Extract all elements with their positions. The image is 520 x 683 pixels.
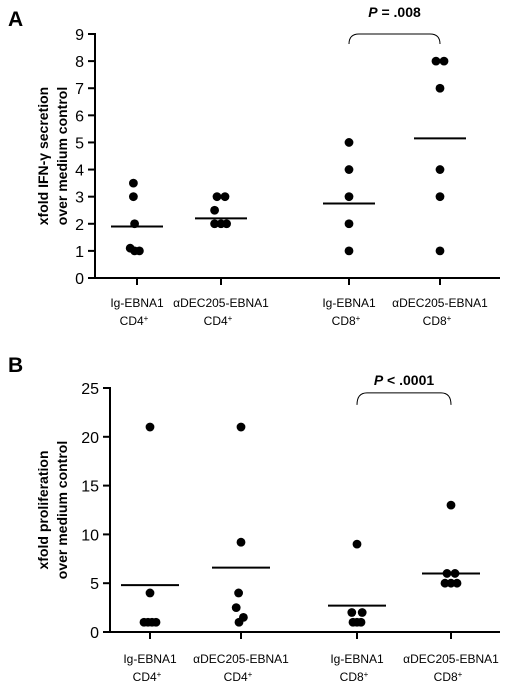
data-point	[435, 165, 445, 174]
x-tick-label: CD8+	[423, 314, 452, 328]
data-point	[234, 588, 244, 598]
data-point	[236, 537, 246, 547]
data-point	[357, 608, 367, 617]
y-tick-label: 1	[75, 244, 84, 261]
data-point	[151, 617, 161, 627]
y-axis-label: over medium control	[54, 87, 70, 225]
x-tick-label: CD4+	[224, 670, 253, 683]
data-point	[344, 246, 354, 256]
x-tick-label: Ig-EBNA1	[123, 652, 177, 666]
x-tick-label-superscript: +	[228, 314, 233, 323]
data-point	[145, 422, 155, 432]
y-tick-label: 0	[90, 625, 99, 642]
data-point	[344, 165, 354, 174]
data-point	[231, 603, 241, 612]
data-point	[129, 178, 138, 188]
data-point	[431, 56, 441, 66]
data-point	[352, 539, 362, 549]
x-tick-label-superscript: +	[157, 670, 162, 679]
significance-bracket	[348, 33, 441, 45]
p-value-text: = .008	[378, 4, 421, 20]
y-tick-label: 15	[81, 479, 99, 496]
y-tick-label: 25	[81, 381, 99, 398]
y-tick-label: 10	[81, 527, 99, 544]
x-tick-label: Ig-EBNA1	[322, 296, 376, 310]
data-point	[220, 192, 230, 202]
data-point	[347, 608, 357, 617]
x-tick-label: CD8+	[340, 670, 369, 683]
y-tick-label: 5	[90, 576, 99, 593]
x-tick-label-superscript: +	[447, 314, 452, 323]
p-value-symbol: P	[374, 372, 384, 388]
x-tick-label-superscript: +	[356, 314, 361, 323]
y-tick-label: 2	[75, 217, 84, 234]
x-tick-label: CD4+	[204, 314, 233, 328]
y-tick-label: 3	[75, 190, 84, 207]
significance-bracket	[356, 392, 452, 405]
panel-letter: A	[8, 8, 23, 31]
p-value-symbol: P	[368, 4, 378, 20]
y-tick-label: 20	[81, 430, 99, 447]
data-point	[344, 192, 354, 202]
x-tick-label: Ig-EBNA1	[330, 652, 384, 666]
x-tick-label: αDEC205-EBNA1	[173, 296, 269, 310]
data-point	[452, 578, 462, 588]
data-point	[234, 617, 244, 627]
x-tick-label: CD4+	[120, 314, 149, 328]
x-tick-label: Ig-EBNA1	[110, 296, 164, 310]
data-point	[145, 588, 155, 598]
x-tick-label-superscript: +	[144, 314, 149, 323]
x-tick-label-superscript: +	[248, 670, 253, 679]
x-tick-label: CD4+	[133, 670, 162, 683]
data-point	[439, 56, 449, 66]
x-tick-label: αDEC205-EBNA1	[193, 652, 289, 666]
data-point	[212, 192, 222, 202]
y-tick-label: 7	[75, 81, 84, 98]
data-point	[435, 192, 445, 202]
y-tick-label: 0	[75, 271, 84, 288]
panel-letter: B	[8, 354, 23, 377]
data-point	[356, 617, 366, 627]
data-point	[344, 219, 354, 229]
x-tick-label: αDEC205-EBNA1	[403, 652, 499, 666]
y-tick-label: 8	[75, 54, 84, 71]
x-tick-label: αDEC205-EBNA1	[392, 296, 488, 310]
x-tick-label-superscript: +	[458, 670, 463, 679]
data-point	[344, 138, 354, 147]
data-point	[222, 219, 232, 229]
y-tick-label: 5	[75, 135, 84, 152]
p-value-text: < .0001	[383, 372, 434, 388]
p-value-label: P < .0001	[374, 372, 435, 388]
data-point	[446, 500, 456, 510]
data-point	[210, 219, 220, 229]
data-point	[129, 192, 138, 202]
x-tick-label-superscript: +	[364, 670, 369, 679]
data-point	[210, 205, 220, 215]
data-point	[135, 246, 144, 256]
x-tick-label: CD8+	[332, 314, 361, 328]
y-axis-label: over medium control	[54, 441, 70, 579]
y-tick-label: 9	[75, 27, 84, 44]
y-axis-label: xfold proliferation	[35, 451, 51, 570]
data-point	[435, 83, 445, 93]
data-point	[236, 422, 246, 432]
data-point	[435, 246, 445, 256]
y-tick-label: 6	[75, 108, 84, 125]
x-tick-label: CD8+	[434, 670, 463, 683]
p-value-label: P = .008	[368, 4, 421, 20]
y-axis-label: xfold IFN-γ secretion	[35, 87, 51, 225]
y-tick-label: 4	[75, 163, 84, 180]
